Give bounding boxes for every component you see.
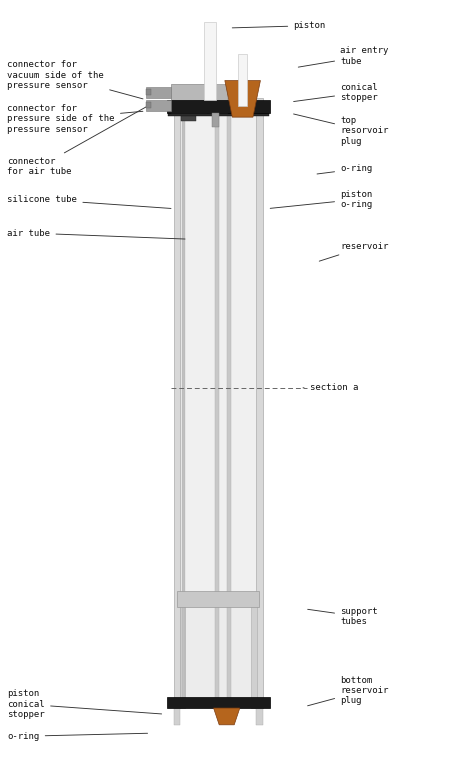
Bar [209,84,227,114]
Bar [212,114,219,127]
Bar [215,102,219,704]
Text: o-ring: o-ring [8,732,147,741]
Bar [180,98,256,708]
Bar [146,89,151,94]
Bar [180,598,185,708]
Text: connector for
pressure side of the
pressure sensor: connector for pressure side of the press… [8,104,143,134]
Text: o-ring: o-ring [317,164,372,174]
Bar [256,98,263,708]
Bar [167,100,270,114]
Bar [168,112,269,117]
Bar [227,102,231,704]
Bar [185,598,251,708]
Text: top
resorvoir
plug: top resorvoir plug [293,114,388,146]
Bar [167,697,270,708]
Text: piston: piston [232,22,326,30]
Text: reservoir: reservoir [319,242,388,261]
Text: connector
for air tube: connector for air tube [8,103,153,177]
Text: piston
conical
stopper: piston conical stopper [8,690,162,719]
Bar [174,98,180,708]
Text: air entry
tube: air entry tube [298,46,388,67]
Bar [204,22,216,100]
Bar [146,87,172,98]
Bar [182,102,185,704]
Bar [238,54,247,106]
Bar [172,84,207,114]
Bar [177,591,259,607]
Text: air tube: air tube [8,229,185,239]
Polygon shape [225,81,260,118]
Text: piston
o-ring: piston o-ring [270,190,372,209]
Bar [174,708,180,725]
Bar [146,100,172,111]
Text: conical
stopper: conical stopper [293,83,378,102]
Text: section a: section a [303,383,358,392]
Text: silicone tube: silicone tube [8,195,171,208]
Bar [146,102,151,108]
Text: connector for
vacuum side of the
pressure sensor: connector for vacuum side of the pressur… [8,61,143,99]
Text: bottom
reservoir
plug: bottom reservoir plug [308,676,388,706]
Text: support
tubes: support tubes [308,607,378,626]
Bar [251,598,257,708]
Polygon shape [214,708,240,725]
Bar [256,708,263,725]
Bar [181,115,196,121]
